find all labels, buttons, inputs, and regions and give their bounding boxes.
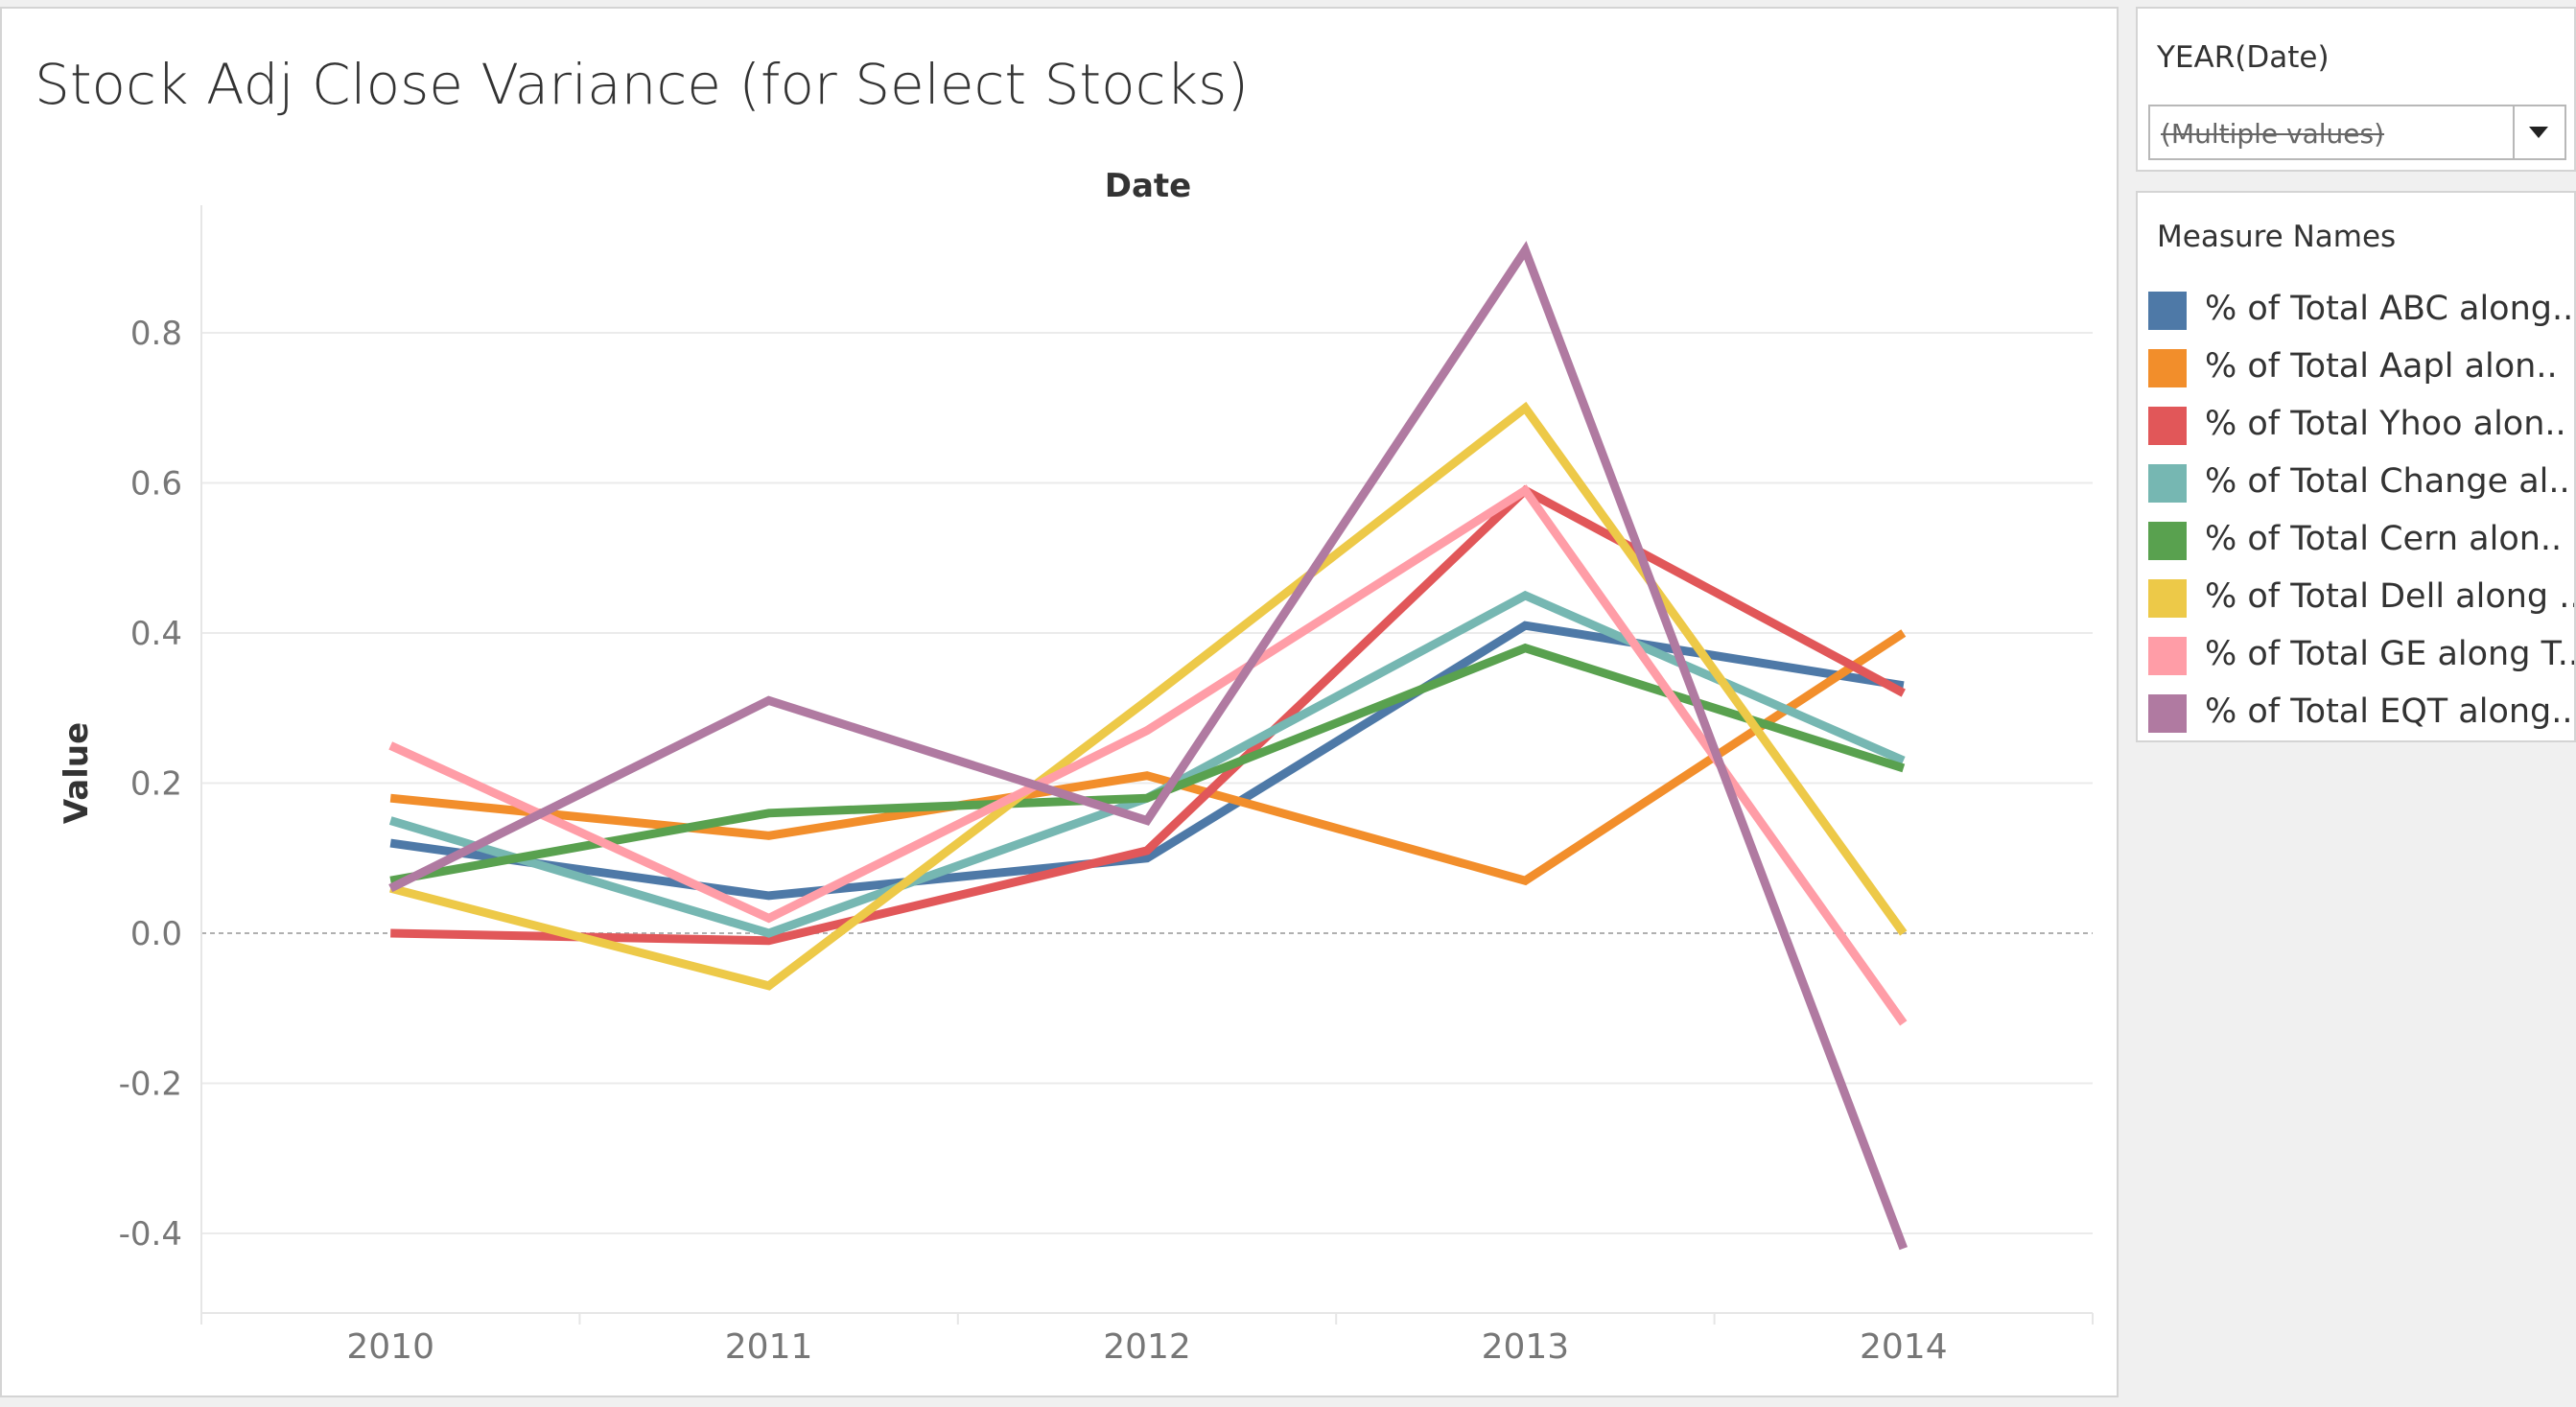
x-tick-label: 2014 (1860, 1327, 1948, 1367)
legend-swatch (2148, 292, 2187, 330)
legend-label: % of Total Dell along .. (2205, 577, 2574, 616)
filter-title: YEAR(Date) (2157, 40, 2330, 75)
legend-item[interactable]: % of Total Aapl alon.. (2138, 340, 2576, 393)
chart-title: Stock Adj Close Variance (for Select Sto… (35, 52, 1249, 117)
legend-item[interactable]: % of Total Cern alon.. (2138, 512, 2576, 566)
y-tick-label: 0.0 (130, 915, 182, 953)
x-axis-title: Date (1105, 167, 1191, 205)
legend-item[interactable]: % of Total EQT along.. (2138, 685, 2576, 739)
legend-label: % of Total Aapl alon.. (2205, 347, 2558, 386)
chart-panel: Stock Adj Close Variance (for Select Sto… (0, 7, 2119, 1397)
legend-title: Measure Names (2157, 220, 2397, 254)
legend-swatch (2148, 522, 2187, 560)
y-tick-label: 0.6 (130, 465, 182, 504)
year-filter-dropdown[interactable]: (Multiple values) (2148, 105, 2566, 160)
legend-swatch (2148, 637, 2187, 675)
legend-label: % of Total Yhoo alon.. (2205, 405, 2566, 443)
line-chart: 0.8 0.6 0.4 0.2 0.0 -0.2 -0.4 2010 2011 2012 2013 2… (58, 167, 2094, 1367)
legend-label: % of Total GE along T.. (2205, 635, 2574, 673)
chevron-down-icon (2529, 127, 2548, 138)
legend-card: Measure Names % of Total ABC along.. % of… (2136, 191, 2576, 742)
series-line-along (388, 484, 1908, 1026)
legend-swatch (2148, 464, 2187, 503)
y-tick-label: -0.2 (119, 1066, 182, 1104)
legend-swatch (2148, 694, 2187, 733)
legend-item[interactable]: % of Total ABC along.. (2138, 282, 2576, 336)
x-tick-label: 2012 (1103, 1327, 1191, 1367)
series-line-alon (389, 643, 1906, 885)
filter-selected-value: (Multiple values) (2161, 118, 2385, 150)
legend-swatch (2148, 407, 2187, 445)
series-line-alon (390, 484, 1906, 946)
legend-label: % of Total EQT along.. (2205, 692, 2573, 731)
y-axis-title: Value (58, 722, 96, 824)
legend-swatch (2148, 579, 2187, 618)
x-tick-label: 2010 (346, 1327, 434, 1367)
legend-item[interactable]: % of Total Change al.. (2138, 455, 2576, 508)
legend-item[interactable]: % of Total GE along T.. (2138, 627, 2576, 681)
y-tick-label: 0.4 (130, 615, 182, 653)
legend-item[interactable]: % of Total Dell along .. (2138, 570, 2576, 623)
legend-label: % of Total Change al.. (2205, 462, 2570, 501)
legend-label: % of Total Cern alon.. (2205, 520, 2563, 558)
legend-label: % of Total ABC along.. (2205, 290, 2574, 328)
year-filter-card: YEAR(Date) (Multiple values) (2136, 7, 2576, 172)
y-tick-label: -0.4 (119, 1215, 182, 1254)
x-tick-label: 2011 (725, 1327, 813, 1367)
x-tick-label: 2013 (1482, 1327, 1570, 1367)
series-line-along (388, 241, 1909, 1251)
legend-swatch (2148, 349, 2187, 387)
y-tick-label: 0.8 (130, 315, 182, 353)
series-line-along (389, 621, 1905, 901)
y-tick-label: 0.2 (130, 765, 182, 804)
legend-item[interactable]: % of Total Yhoo alon.. (2138, 397, 2576, 451)
series-line-alon (389, 629, 1907, 886)
dropdown-button[interactable] (2513, 106, 2564, 158)
